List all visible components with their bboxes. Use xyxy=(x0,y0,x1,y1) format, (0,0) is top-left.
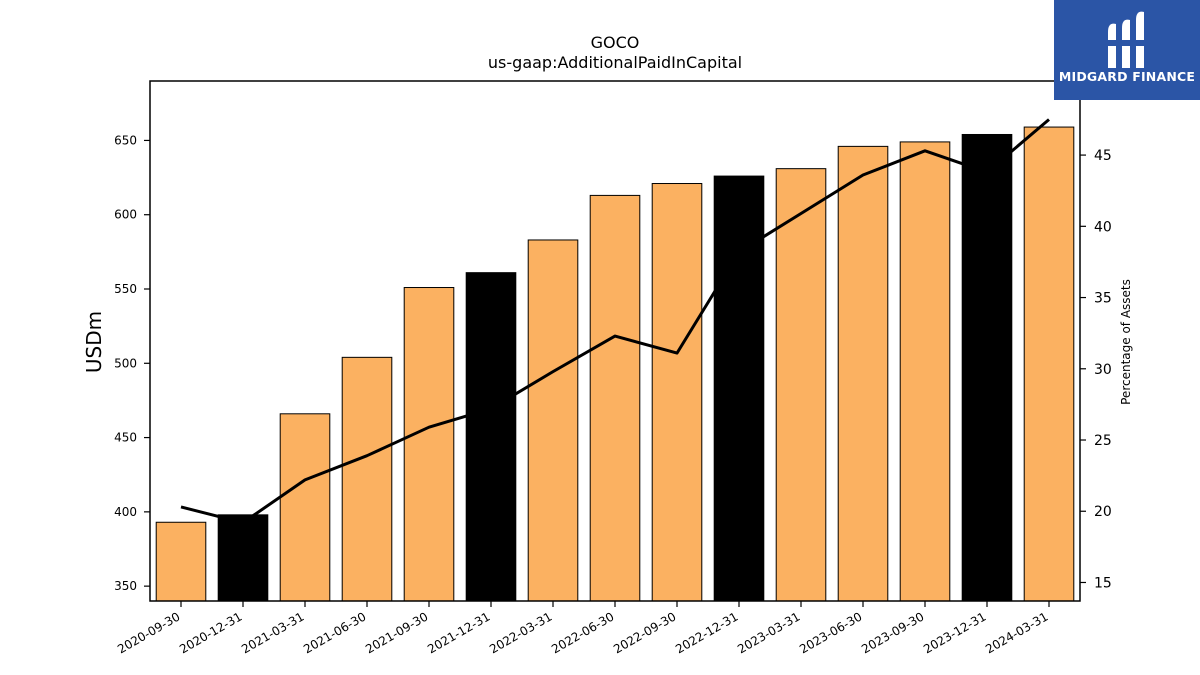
y-tick-label: 400 xyxy=(114,505,137,519)
y-tick-label: 650 xyxy=(114,133,137,147)
y-tick-label: 550 xyxy=(114,282,137,296)
x-tick-label: 2023-06-30 xyxy=(797,609,864,656)
logo-text: MIDGARD FINANCE xyxy=(1058,69,1196,84)
y2-tick-label: 35 xyxy=(1094,291,1112,307)
x-tick-label: 2020-09-30 xyxy=(115,609,182,656)
y-tick-label: 500 xyxy=(114,356,137,370)
chart-subtitle: us-gaap:AdditionalPaidInCapital xyxy=(488,53,742,72)
logo-mark-icon xyxy=(1106,11,1146,68)
y2-tick-label: 45 xyxy=(1094,148,1112,164)
y2-tick-label: 20 xyxy=(1094,504,1112,520)
y-axis-label: USDm xyxy=(82,311,106,373)
bar-2021-06-30 xyxy=(341,356,393,602)
x-tick-label: 2023-09-30 xyxy=(859,609,926,656)
y2-tick-label: 15 xyxy=(1094,575,1112,591)
bar-2021-12-31 xyxy=(465,272,517,602)
bar-2020-12-31 xyxy=(217,514,269,602)
y-tick-label: 350 xyxy=(114,579,137,593)
line-series xyxy=(180,118,1050,525)
x-tick-label: 2024-03-31 xyxy=(983,609,1050,656)
logo: MIDGARD FINANCE xyxy=(1054,0,1200,100)
percentage-line xyxy=(180,118,1050,525)
bar-2023-09-30 xyxy=(899,141,951,602)
bar-2020-09-30 xyxy=(155,521,207,602)
y2-axis-label: Percentage of Assets xyxy=(1119,279,1133,405)
bar-2021-03-31 xyxy=(279,413,331,602)
bar-2023-06-30 xyxy=(837,145,889,602)
x-tick-label: 2022-03-31 xyxy=(487,609,554,656)
x-tick-label: 2021-12-31 xyxy=(425,609,492,656)
bar-2022-12-31 xyxy=(713,175,765,602)
y-tick-label: 450 xyxy=(114,431,137,445)
bar-2022-06-30 xyxy=(589,194,641,602)
chart-title: GOCO xyxy=(591,33,640,52)
y2-tick-label: 30 xyxy=(1094,362,1112,378)
y2-tick-label: 40 xyxy=(1094,219,1112,235)
bar-2023-12-31 xyxy=(961,133,1013,602)
x-tick-label: 2022-09-30 xyxy=(611,609,678,656)
y2-tick-label: 25 xyxy=(1094,433,1112,449)
x-tick-label: 2022-12-31 xyxy=(673,609,740,656)
bar-2024-03-31 xyxy=(1023,126,1075,602)
x-tick-label: 2023-12-31 xyxy=(921,609,988,656)
x-tick-label: 2022-06-30 xyxy=(549,609,616,656)
x-tick-label: 2021-09-30 xyxy=(363,609,430,656)
x-tick-label: 2020-12-31 xyxy=(177,609,244,656)
x-tick-label: 2021-06-30 xyxy=(301,609,368,656)
bar-2022-03-31 xyxy=(527,239,579,602)
bar-2023-03-31 xyxy=(775,168,827,602)
bar-2021-09-30 xyxy=(403,287,455,602)
y-tick-label: 600 xyxy=(114,208,137,222)
bar-series xyxy=(155,126,1075,602)
x-tick-label: 2023-03-31 xyxy=(735,609,802,656)
x-tick-label: 2021-03-31 xyxy=(239,609,306,656)
bar-2022-09-30 xyxy=(651,183,703,602)
